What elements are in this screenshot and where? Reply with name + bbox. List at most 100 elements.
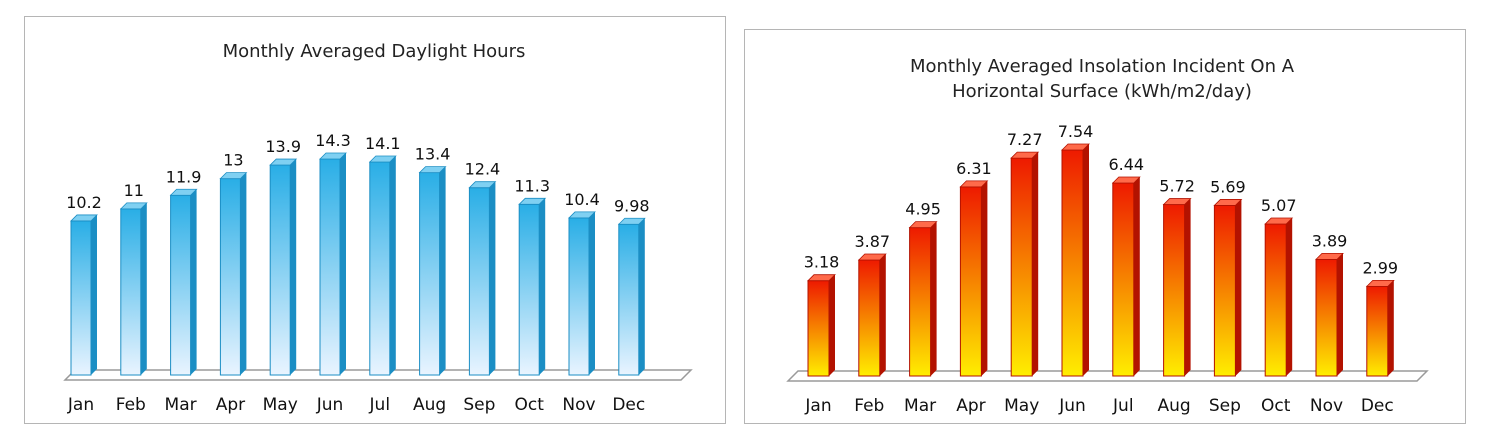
bar-cap	[468, 181, 497, 189]
bar	[418, 166, 447, 376]
bar-side	[1286, 218, 1293, 376]
data-label: 3.18	[804, 253, 840, 272]
bar-cap	[1010, 151, 1040, 159]
bar-front	[1061, 149, 1084, 377]
bar-front	[369, 161, 391, 376]
bar-side	[290, 159, 297, 375]
bar-front	[70, 220, 92, 376]
data-label: 10.2	[66, 193, 102, 212]
bar-front	[319, 158, 341, 376]
bar-side	[638, 218, 645, 375]
bar-front	[1264, 223, 1287, 377]
bar	[807, 274, 836, 377]
bar	[1213, 199, 1243, 377]
bar	[119, 202, 148, 376]
data-label: 6.31	[956, 159, 992, 178]
bar	[1315, 253, 1344, 377]
bar-side	[1032, 152, 1039, 376]
data-label: 12.4	[465, 160, 501, 179]
bar	[1264, 217, 1294, 377]
x-tick-label: Jul	[369, 395, 391, 415]
data-label: 13.9	[265, 137, 301, 156]
bar-side	[981, 180, 988, 376]
bar-cap	[219, 172, 248, 180]
bar	[1111, 176, 1141, 377]
bar-cap	[807, 274, 836, 282]
x-tick-label: Jun	[316, 395, 344, 415]
bar-front	[568, 217, 590, 376]
bar-side	[340, 153, 346, 375]
data-label: 5.72	[1159, 177, 1195, 196]
bar	[617, 217, 646, 376]
bar-front	[1315, 258, 1338, 377]
bar-front	[419, 172, 441, 376]
bar-front	[170, 194, 192, 376]
insolation-chart: Monthly Averaged Insolation Incident On …	[786, 56, 1429, 416]
x-tick-label: Dec	[1361, 396, 1394, 416]
bar-cap	[617, 217, 646, 225]
bar	[568, 211, 596, 376]
plot-area: 10.2 Jan 11 Feb 11.9 Mar 13 Apr 13.9 May 14.3 Jun 14…	[63, 131, 693, 415]
bar-cap	[319, 152, 347, 160]
x-tick-label: Jul	[1112, 396, 1134, 416]
bar-front	[909, 227, 932, 377]
bar-cap	[959, 180, 989, 188]
x-tick-label: Dec	[612, 395, 645, 415]
insolation-chart-panel: Monthly Averaged Insolation Incident On …	[744, 29, 1466, 424]
bar	[1061, 143, 1090, 377]
x-tick-label: Jun	[1058, 396, 1086, 416]
bar-side	[589, 211, 595, 375]
bar-side	[930, 221, 937, 376]
bar-side	[1337, 253, 1343, 376]
bar-side	[879, 254, 886, 376]
bar-side	[1133, 176, 1140, 376]
data-label: 9.98	[614, 196, 650, 215]
bar	[857, 253, 887, 377]
bar	[1365, 279, 1395, 377]
bar-cap	[269, 158, 298, 166]
bar-side	[240, 172, 247, 375]
data-label: 4.95	[905, 200, 941, 219]
data-label: 10.4	[564, 190, 600, 209]
bar-front	[269, 164, 291, 376]
bar	[1162, 198, 1192, 377]
plot-area: 3.18 Jan 3.87 Feb 4.95 Mar 6.31 Apr 7.27 May 7.54 J…	[786, 122, 1429, 416]
bar	[368, 155, 397, 376]
bar-front	[1213, 204, 1236, 377]
bar-cap	[1162, 198, 1192, 205]
bar-front	[1366, 285, 1389, 377]
x-tick-label: Mar	[904, 396, 936, 416]
data-label: 2.99	[1362, 258, 1398, 277]
bar-front	[858, 259, 881, 377]
x-tick-label: Feb	[854, 396, 884, 416]
bar	[269, 158, 298, 376]
bar	[319, 152, 347, 376]
bar-side	[439, 166, 446, 375]
bar-side	[1184, 198, 1191, 376]
bar-cap	[1213, 199, 1243, 206]
chart-title: Monthly Averaged Daylight Hours	[223, 41, 526, 62]
bar-cap	[169, 188, 198, 196]
x-tick-label: May	[263, 395, 298, 415]
x-tick-label: Oct	[1261, 396, 1291, 416]
bar	[169, 188, 198, 376]
data-label: 3.87	[854, 232, 890, 251]
x-tick-label: Sep	[1209, 396, 1241, 416]
bar-side	[539, 198, 546, 375]
bar	[468, 181, 497, 376]
bar-front	[1163, 204, 1186, 377]
bar-side	[829, 274, 835, 376]
daylight-hours-chart-panel: Monthly Averaged Daylight Hours 10.2 Jan 1…	[24, 16, 726, 424]
data-label: 7.27	[1007, 130, 1043, 149]
data-label: 13.4	[415, 145, 451, 164]
bar-cap	[1315, 253, 1344, 260]
bar-side	[1235, 199, 1242, 376]
bar-front	[1112, 182, 1135, 377]
bar	[70, 214, 98, 376]
x-tick-label: Feb	[116, 395, 146, 415]
bar-front	[1010, 157, 1033, 377]
bar-cap	[568, 211, 596, 219]
bar-cap	[1111, 176, 1141, 184]
data-label: 5.07	[1261, 196, 1297, 215]
x-tick-label: Nov	[562, 395, 595, 415]
